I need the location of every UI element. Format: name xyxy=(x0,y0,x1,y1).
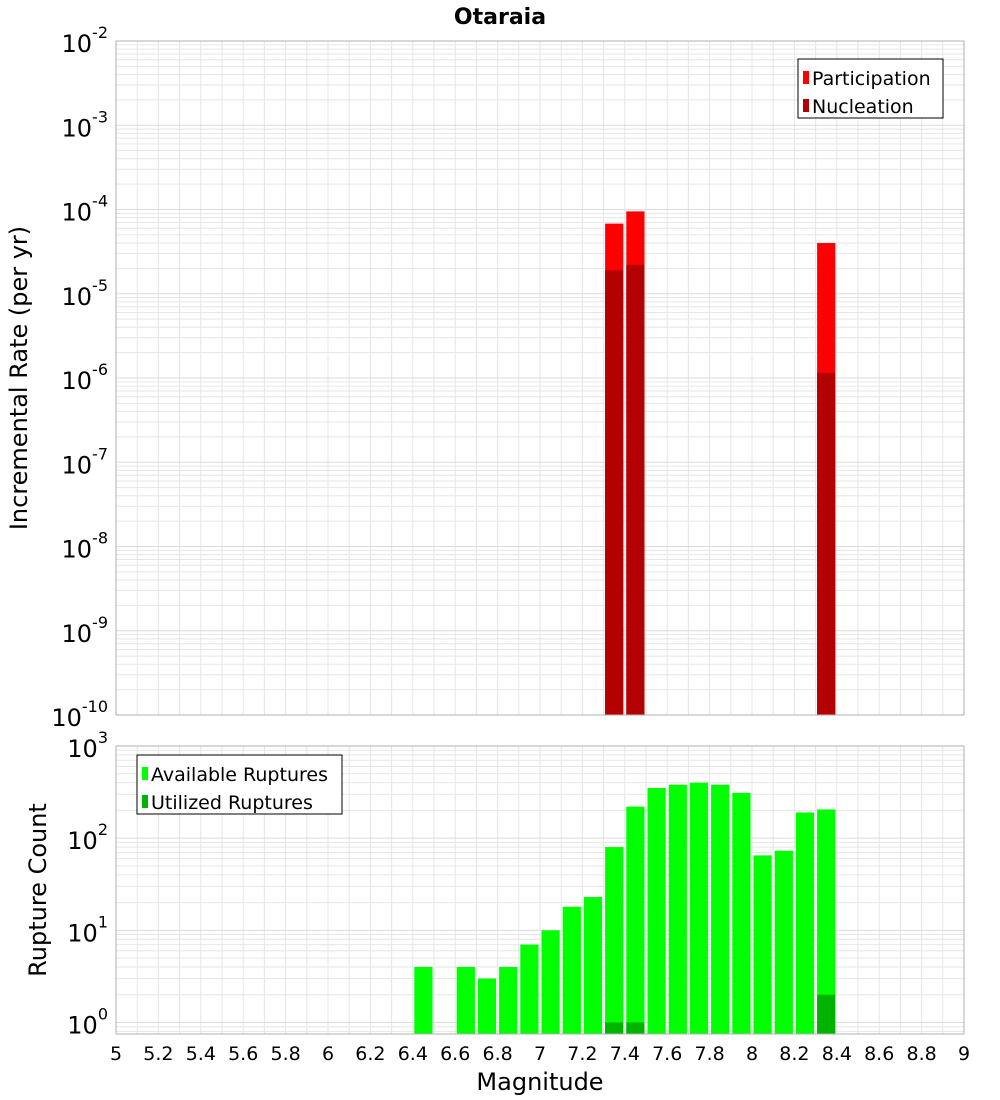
bar-available xyxy=(774,850,793,1034)
y-tick-label: 103 xyxy=(67,728,108,763)
y-tick-label: 10-7 xyxy=(62,444,109,479)
x-tick-label: 9 xyxy=(958,1043,970,1065)
bar-available xyxy=(795,812,815,1034)
x-tick-label: 7.8 xyxy=(694,1043,724,1065)
x-tick-label: 7.4 xyxy=(610,1043,640,1065)
legend-box xyxy=(136,754,343,815)
bar-available xyxy=(668,784,687,1034)
plot-frame xyxy=(115,40,965,716)
x-tick-label: 5.6 xyxy=(228,1043,258,1065)
count-panel: 100 101 102 103 Rupture Count Available Ruptu… xyxy=(24,728,970,1096)
rate-panel: 10-10 10-9 10-8 10-7 10-6 10-5 10-4 10-3 10-2 Inc… xyxy=(5,23,965,732)
bar-nucleation xyxy=(626,264,645,715)
bar-available xyxy=(477,978,497,1034)
y-tick-label: 102 xyxy=(67,820,108,855)
x-tick-label: 6 xyxy=(322,1043,334,1065)
x-tick-label: 7.6 xyxy=(652,1043,682,1065)
y-tick-label: 101 xyxy=(67,912,108,947)
y-tick-label: 10-10 xyxy=(51,697,108,732)
bar-available xyxy=(499,966,518,1034)
y-tick-label: 10-3 xyxy=(62,107,109,142)
bar-available xyxy=(414,966,433,1034)
bar-nucleation xyxy=(605,270,624,715)
legend-swatch xyxy=(803,71,809,84)
x-tick-label: 8.8 xyxy=(906,1043,936,1065)
x-tick-label: 6.4 xyxy=(398,1043,428,1065)
legend-swatch xyxy=(803,99,809,112)
x-tick-label: 8.4 xyxy=(822,1043,852,1065)
y-tick-label: 10-5 xyxy=(62,276,109,311)
legend-label: Utilized Ruptures xyxy=(151,792,313,814)
bar-available xyxy=(520,944,539,1034)
x-tick-label: 6.6 xyxy=(440,1043,470,1065)
x-tick-label: 6.2 xyxy=(355,1043,385,1065)
bar-utilized xyxy=(817,994,836,1034)
bar-available xyxy=(647,788,666,1034)
y-tick-label: 10-4 xyxy=(62,192,109,227)
y-axis-label: Rupture Count xyxy=(24,803,52,977)
y-axis-label: Incremental Rate (per yr) xyxy=(5,226,33,530)
y-tick-label: 100 xyxy=(67,1004,108,1039)
x-axis-label: Magnitude xyxy=(476,1068,603,1096)
bar-available xyxy=(711,784,730,1034)
y-tick-label: 10-6 xyxy=(62,360,109,395)
y-tick-label: 10-9 xyxy=(62,613,109,648)
chart-title: Otaraia xyxy=(454,5,546,30)
x-tick-label: 7 xyxy=(534,1043,546,1065)
bar-available xyxy=(732,792,751,1034)
y-tick-label: 10-2 xyxy=(62,23,109,58)
bar-nucleation xyxy=(817,372,836,715)
legend-box xyxy=(797,58,944,119)
bar-available xyxy=(689,782,709,1034)
legend-label: Participation xyxy=(812,68,931,90)
bar-available xyxy=(562,906,581,1034)
bar-available xyxy=(456,966,475,1034)
legend-label: Nucleation xyxy=(812,96,914,118)
bar-available xyxy=(605,847,624,1034)
x-tick-label: 8.2 xyxy=(779,1043,809,1065)
bar-available xyxy=(541,930,560,1034)
x-tick-label: 7.2 xyxy=(567,1043,597,1065)
bar-utilized xyxy=(605,1022,624,1034)
bar-available xyxy=(753,855,772,1034)
bar-utilized xyxy=(626,1022,645,1034)
x-tick-label: 6.8 xyxy=(482,1043,512,1065)
x-tick-label: 8.6 xyxy=(864,1043,894,1065)
x-tick-label: 5.4 xyxy=(186,1043,216,1065)
legend-label: Available Ruptures xyxy=(151,764,328,786)
bar-available xyxy=(583,896,603,1034)
plot-frame xyxy=(115,745,965,1035)
y-tick-label: 10-8 xyxy=(62,529,109,564)
x-tick-label: 5 xyxy=(110,1043,122,1065)
x-tick-label: 5.2 xyxy=(143,1043,173,1065)
legend-swatch xyxy=(142,795,148,808)
legend-swatch xyxy=(142,767,148,780)
bar-available xyxy=(626,806,645,1034)
x-tick-label: 8 xyxy=(746,1043,758,1065)
bar-available xyxy=(817,809,836,1034)
x-tick-label: 5.8 xyxy=(270,1043,300,1065)
